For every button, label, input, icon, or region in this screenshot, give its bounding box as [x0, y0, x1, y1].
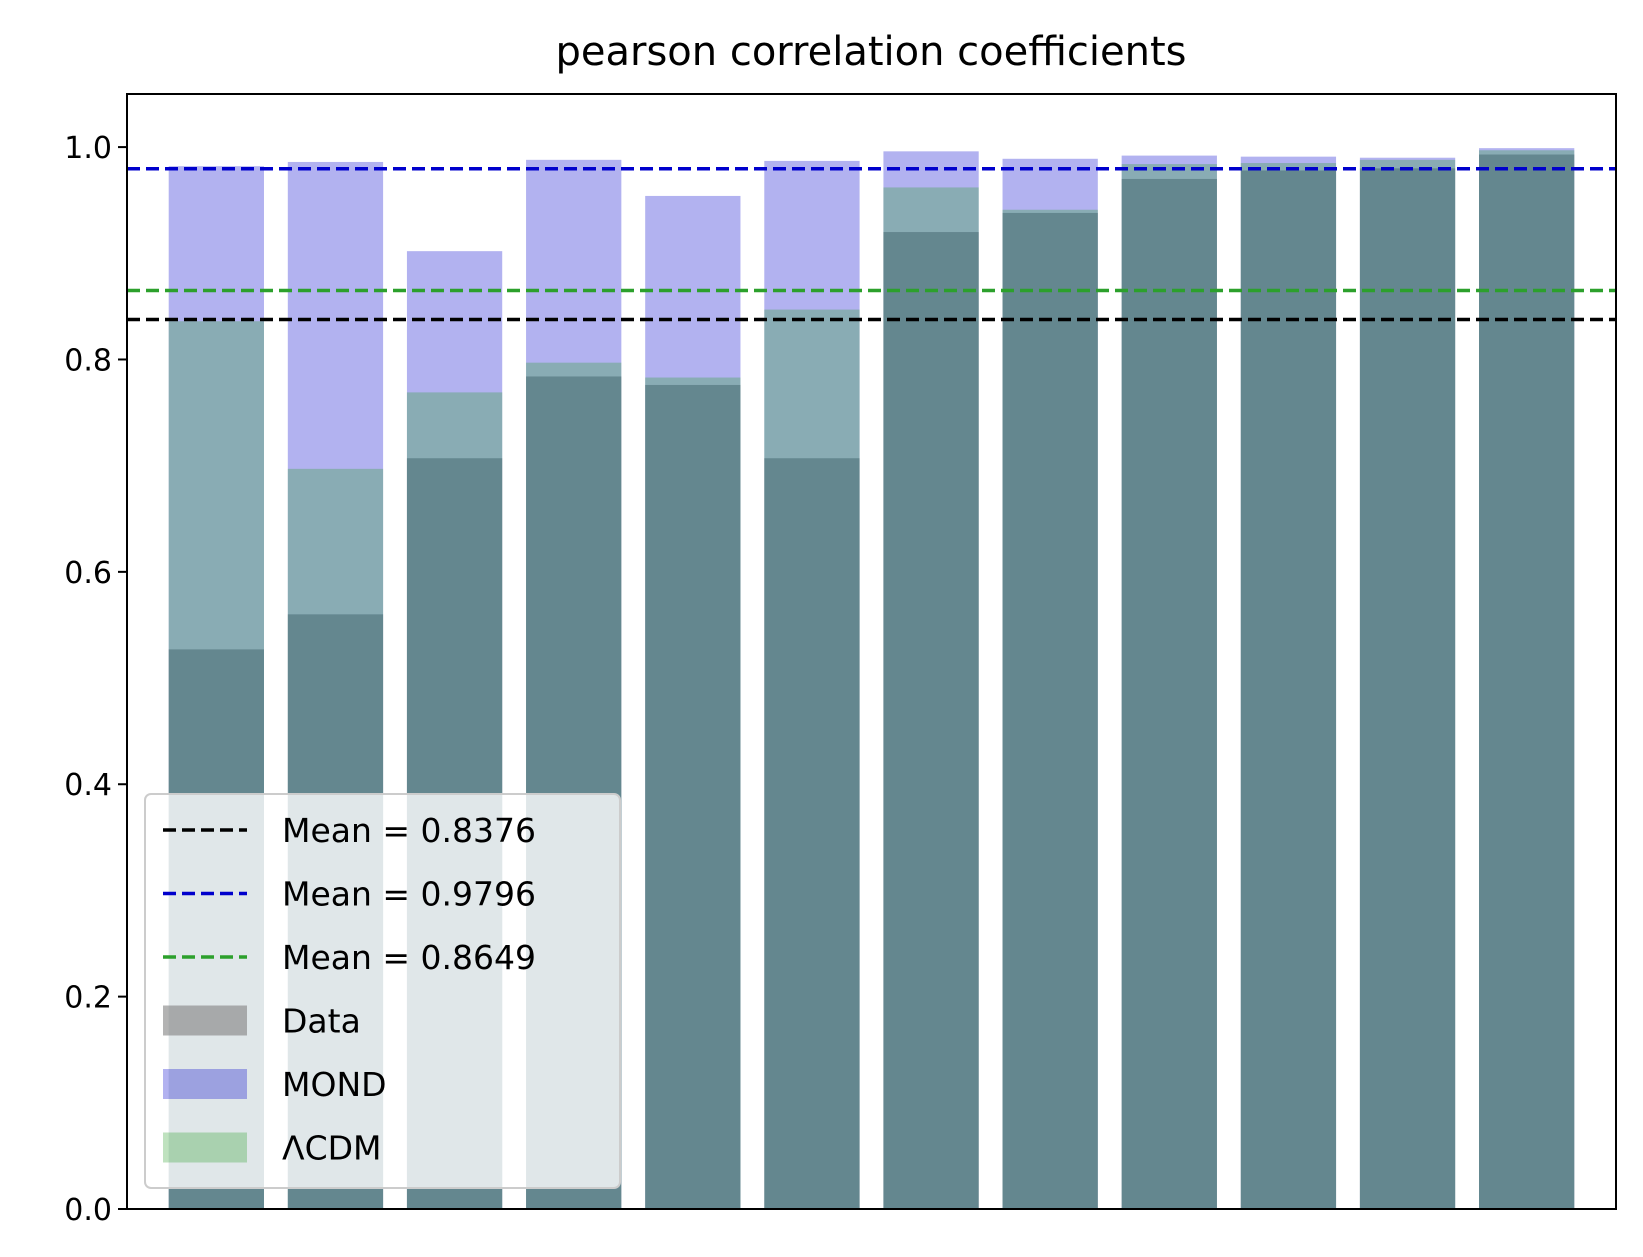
bar-data-9	[1121, 178, 1217, 1209]
legend-label-mond: MOND	[282, 1065, 387, 1104]
legend-label-mean-1: Mean = 0.8376	[282, 811, 536, 850]
y-axis: 0.0 0.2 0.4 0.6 0.8 1.0	[64, 131, 127, 1228]
bar-data-7	[883, 232, 979, 1210]
y-tick-label: 0.8	[64, 343, 112, 378]
bar-mond-6	[764, 160, 860, 1209]
legend-label-cdm: ΛCDM	[282, 1129, 382, 1168]
bar-mond-11	[1359, 157, 1456, 1210]
y-tick-label: 0.4	[64, 768, 112, 803]
bar-mond-12	[1479, 148, 1575, 1210]
bar-mond-10	[1240, 156, 1337, 1210]
legend-label-mean-2: Mean = 0.9796	[282, 875, 536, 914]
legend-label-data: Data	[282, 1002, 361, 1041]
legend-swatch-cdm	[163, 1132, 247, 1163]
plot-frame	[126, 93, 1617, 1210]
y-tick-label: 0.6	[64, 556, 112, 591]
bar-cdm-11	[1359, 159, 1456, 1209]
bar-cdm-5	[645, 377, 741, 1209]
y-tick-label: 0.0	[64, 1193, 112, 1228]
y-tick-label: 0.2	[64, 981, 112, 1016]
legend-swatch-data	[163, 1005, 247, 1036]
chart-title: pearson correlation coefficients	[555, 29, 1186, 75]
bar-cdm-9	[1121, 164, 1217, 1210]
bar-cdm-6	[764, 309, 860, 1210]
bar-cdm-8	[1002, 209, 1098, 1209]
bar-mond-8	[1002, 158, 1098, 1210]
bar-data-12	[1479, 154, 1575, 1209]
mean-lines-group	[127, 167, 1616, 322]
y-tick-label: 1.0	[64, 131, 112, 166]
legend: Mean = 0.8376 Mean = 0.9796 Mean = 0.8649 D…	[144, 793, 621, 1189]
bar-data-6	[764, 458, 860, 1209]
legend-label-mean-3: Mean = 0.8649	[282, 938, 536, 977]
bar-mond-9	[1121, 155, 1217, 1210]
bar-data-8	[1002, 212, 1098, 1209]
legend-swatch-mond	[163, 1069, 247, 1099]
bar-cdm-10	[1240, 163, 1337, 1209]
bar-mond-7	[883, 151, 979, 1209]
bar-cdm-7	[883, 187, 979, 1209]
bar-data-10	[1240, 170, 1337, 1209]
bar-mond-5	[645, 195, 741, 1209]
bar-data-5	[645, 384, 741, 1209]
legend-box	[144, 793, 621, 1189]
bar-cdm-12	[1479, 150, 1575, 1209]
bar-data-11	[1359, 168, 1456, 1209]
